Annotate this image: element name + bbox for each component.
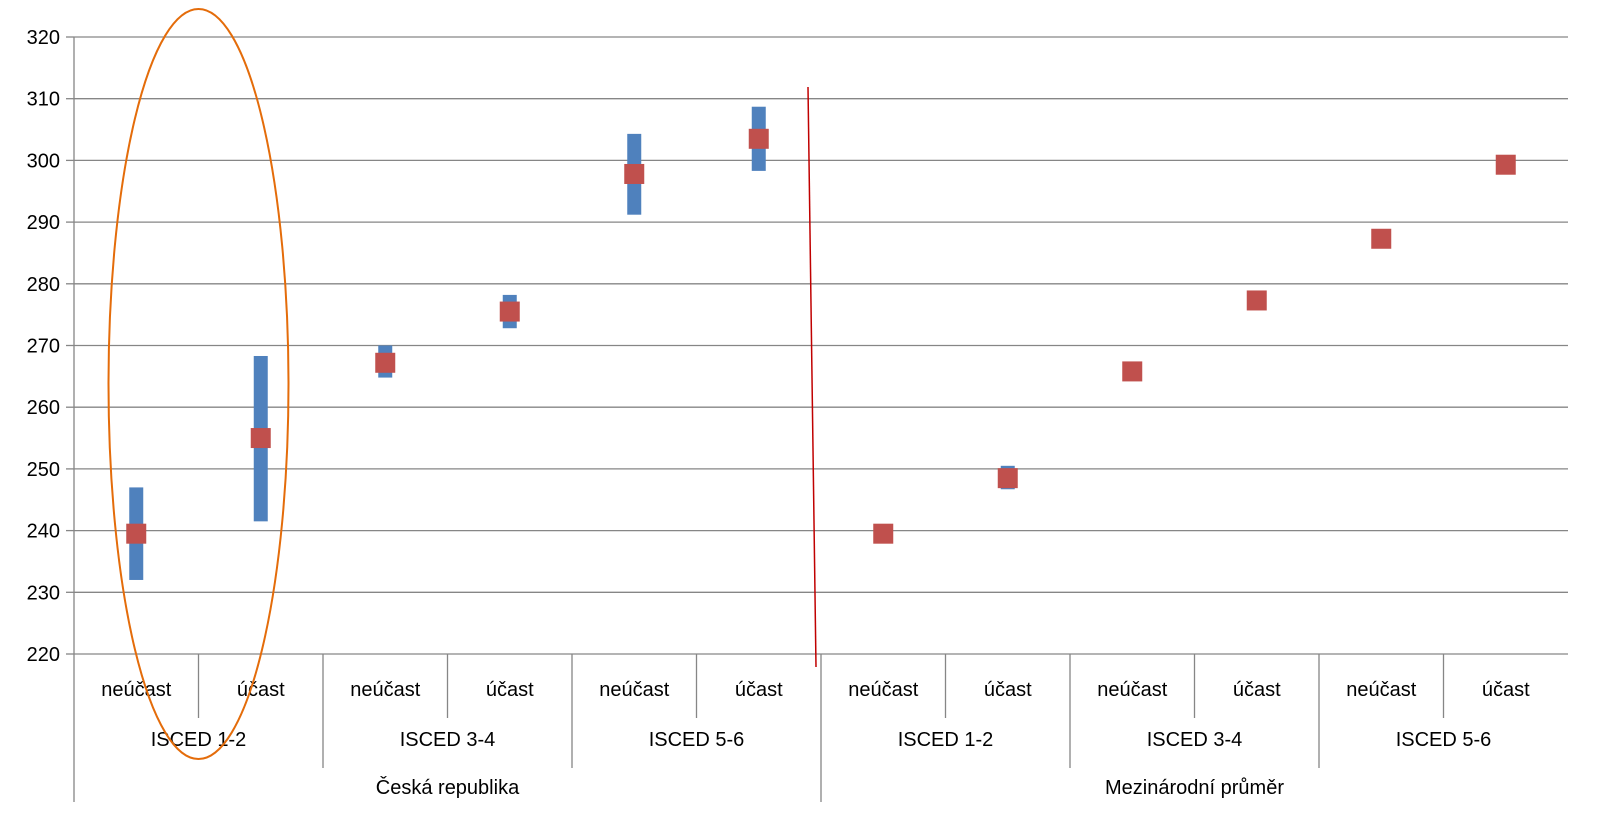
mean-marker xyxy=(748,128,769,149)
mean-marker xyxy=(1246,290,1267,311)
mean-marker xyxy=(375,352,396,373)
grid-lines xyxy=(74,36,1568,655)
category-label: účast xyxy=(1482,679,1530,701)
subgroup-label: ISCED 3-4 xyxy=(1147,729,1243,751)
y-tick-label: 280 xyxy=(27,274,60,296)
category-label: účast xyxy=(984,679,1032,701)
y-tick-label: 290 xyxy=(27,212,60,234)
annotations xyxy=(107,8,817,760)
axis-labels: 220 230 240 250 260 270 280 290 300 310 320 neúčast… xyxy=(27,27,1530,799)
y-tick-label: 250 xyxy=(27,459,60,481)
mean-marker xyxy=(997,468,1018,489)
category-label: neúčast xyxy=(1346,679,1416,701)
y-tick-label: 320 xyxy=(27,27,60,49)
category-label: účast xyxy=(486,679,534,701)
axes xyxy=(66,36,1445,802)
category-label: účast xyxy=(735,679,783,701)
subgroup-label: ISCED 1-2 xyxy=(898,729,994,751)
mean-marker xyxy=(624,163,645,184)
group-divider-line xyxy=(807,86,817,668)
category-label: neúčast xyxy=(101,679,171,701)
y-tick-label: 230 xyxy=(27,582,60,604)
group-label: Mezinárodní průměr xyxy=(1105,777,1284,799)
subgroup-label: ISCED 5-6 xyxy=(1396,729,1492,751)
mean-points xyxy=(126,128,1516,544)
y-tick-label: 240 xyxy=(27,521,60,543)
y-tick-label: 270 xyxy=(27,336,60,358)
subgroup-label: ISCED 3-4 xyxy=(400,729,496,751)
y-tick-label: 260 xyxy=(27,397,60,419)
subgroup-label: ISCED 5-6 xyxy=(649,729,745,751)
mean-marker xyxy=(1122,361,1143,382)
mean-marker xyxy=(126,523,147,544)
highlight-ellipse xyxy=(107,8,290,760)
mean-marker xyxy=(250,428,271,449)
category-label: účast xyxy=(237,679,285,701)
category-label: neúčast xyxy=(848,679,918,701)
confidence-ranges xyxy=(129,106,1015,580)
category-label: neúčast xyxy=(599,679,669,701)
category-label: neúčast xyxy=(1097,679,1167,701)
y-tick-label: 310 xyxy=(27,89,60,111)
mean-marker xyxy=(873,523,894,544)
mean-marker xyxy=(499,301,520,322)
y-tick-label: 220 xyxy=(27,644,60,666)
y-tick-label: 300 xyxy=(27,150,60,172)
category-label: neúčast xyxy=(350,679,420,701)
group-label: Česká republika xyxy=(376,776,520,799)
category-label: účast xyxy=(1233,679,1281,701)
mean-marker xyxy=(1371,228,1392,249)
mean-marker xyxy=(1495,154,1516,175)
